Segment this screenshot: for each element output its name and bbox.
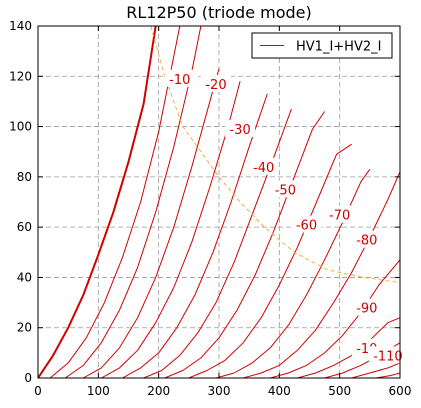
curve-label: -70 — [329, 209, 350, 224]
series-line — [38, 26, 157, 378]
x-tick-label: 100 — [87, 384, 110, 398]
x-tick-label: 600 — [389, 384, 412, 398]
x-tick-label: 300 — [208, 384, 231, 398]
axis-ticks: 0 100 200 300 400 500 600 0 20 40 60 80 100 120 140 — [9, 19, 411, 398]
curve-labels: -10 -20-30-40-50-60-70-80-90-10-110 — [164, 69, 407, 364]
y-tick-label: 120 — [9, 69, 32, 83]
y-tick-label: 60 — [17, 220, 32, 234]
curve-label: -110 — [373, 349, 403, 364]
chart-title: RL12P50 (triode mode) — [126, 3, 312, 22]
series-line — [101, 81, 241, 378]
curve-label: -60 — [296, 219, 317, 234]
x-tick-label: 200 — [147, 384, 170, 398]
curve-label-bg — [291, 215, 322, 233]
series-line — [64, 26, 202, 378]
series-line — [188, 143, 352, 378]
series-line — [215, 169, 371, 378]
plate-curves — [38, 26, 400, 378]
curve-label-bg — [368, 346, 407, 364]
curve-label-bg — [351, 298, 382, 316]
curve-label: -20 — [205, 78, 226, 93]
series-line — [270, 259, 400, 378]
curve-label: -10 — [169, 73, 190, 88]
curve-label-bg — [351, 230, 382, 248]
series-line — [164, 111, 326, 378]
curve-label-bg — [270, 180, 301, 198]
series-line — [375, 372, 400, 378]
curve-label-bg — [324, 205, 355, 223]
load-line-path — [150, 26, 400, 283]
curve-label-bg — [164, 69, 195, 87]
series-line — [297, 317, 400, 378]
x-tick-label: 500 — [328, 384, 351, 398]
curve-label: -80 — [356, 234, 377, 249]
series-line — [242, 171, 400, 378]
curve-label: -40 — [253, 161, 274, 176]
series-line — [122, 93, 268, 378]
x-tick-label: 400 — [268, 384, 291, 398]
y-tick-label: 20 — [17, 321, 32, 335]
curve-label-bg — [200, 74, 231, 92]
curve-label-bg — [248, 157, 279, 175]
curve-label-bg — [225, 120, 256, 138]
y-tick-label: 40 — [17, 270, 32, 284]
y-tick-label: 0 — [24, 371, 32, 385]
y-tick-label: 140 — [9, 19, 32, 33]
y-tick-label: 100 — [9, 120, 32, 134]
series-line — [143, 108, 292, 378]
curve-label: -50 — [275, 183, 296, 198]
legend-label: HV1_I+HV2_I — [296, 40, 381, 55]
load-line — [150, 26, 400, 283]
series-line — [351, 362, 400, 378]
y-tick-label: 80 — [17, 170, 32, 184]
curve-label: -30 — [229, 123, 250, 138]
x-tick-label: 0 — [34, 384, 42, 398]
curve-label: -90 — [356, 302, 377, 317]
legend: HV1_I+HV2_I — [251, 32, 393, 59]
series-line — [83, 68, 220, 378]
